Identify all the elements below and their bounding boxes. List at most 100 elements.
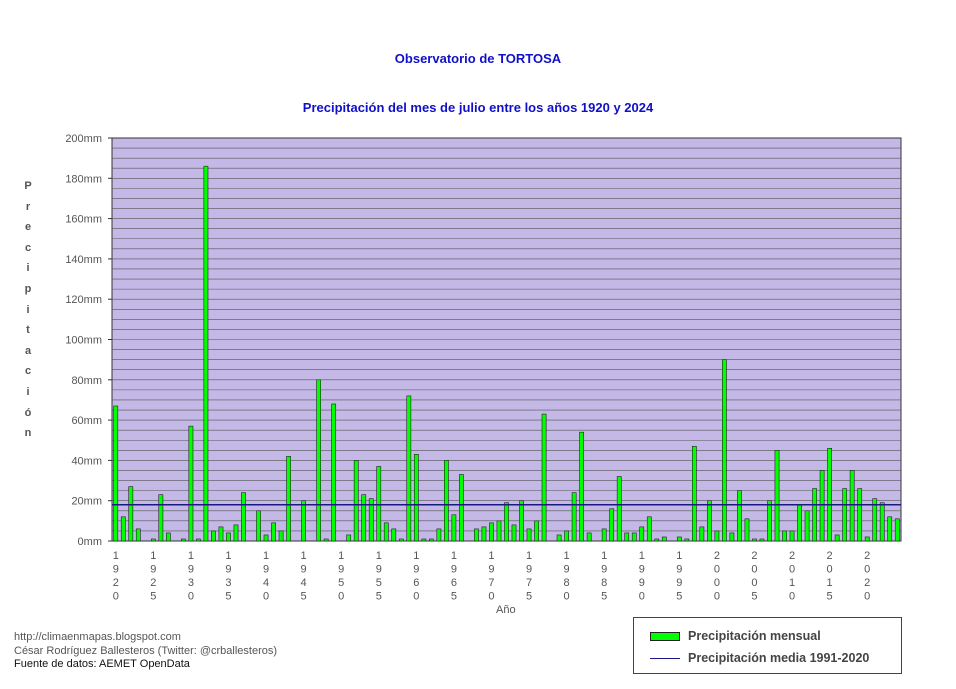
bar (413, 454, 419, 542)
legend-item-monthly: Precipitación mensual (650, 628, 821, 644)
bar (541, 413, 547, 542)
y-tick-label: 160mm (65, 214, 102, 226)
y-tick-label: 140mm (65, 254, 102, 266)
bar (323, 538, 329, 542)
bar (646, 516, 652, 542)
bar (489, 522, 494, 542)
bar (188, 425, 194, 542)
bar (661, 536, 667, 542)
bar (256, 510, 261, 542)
bar (398, 538, 404, 542)
bar (564, 530, 569, 542)
bar (676, 536, 682, 542)
bar (804, 510, 810, 542)
bar (196, 538, 201, 542)
bar (474, 528, 479, 542)
bar (827, 448, 832, 542)
bar (819, 470, 825, 542)
y-tick-label: 180mm (65, 173, 102, 185)
bar (286, 456, 291, 542)
bar (361, 494, 367, 542)
bar (842, 488, 848, 542)
bar (444, 460, 449, 542)
bar (609, 508, 615, 542)
bar (879, 502, 885, 542)
legend-swatch-bar (650, 631, 680, 641)
bar (872, 498, 878, 542)
bar (714, 530, 720, 542)
bar (301, 500, 306, 542)
bar (241, 492, 246, 542)
legend-swatch-line (650, 657, 680, 659)
bar (699, 526, 705, 542)
bar (752, 538, 757, 542)
legend-label-monthly: Precipitación mensual (688, 629, 821, 643)
bar (887, 516, 893, 542)
y-tick-label: 0mm (78, 536, 102, 548)
bar (894, 518, 900, 542)
credits-source: Fuente de datos: AEMET OpenData (14, 658, 190, 670)
bar (383, 522, 389, 542)
bar (707, 500, 712, 542)
bar (744, 518, 750, 542)
bar (331, 403, 337, 542)
bar (519, 500, 524, 542)
bar (759, 538, 765, 542)
bar (571, 492, 577, 542)
bar (203, 165, 209, 542)
legend: Precipitación mensual Precipitación medi… (633, 617, 902, 674)
y-tick-label: 200mm (65, 133, 102, 145)
bar (849, 470, 855, 542)
chart-subtitle: Precipitación del mes de julio entre los… (302, 100, 654, 115)
credits-author: César Rodríguez Ballesteros (Twitter: @c… (14, 644, 278, 657)
bar (729, 532, 735, 542)
credits-blog: http://climaenmapas.blogspot.com (14, 631, 181, 643)
bar (631, 532, 637, 542)
bar (421, 538, 427, 542)
bar (346, 534, 352, 542)
bar (391, 528, 397, 542)
bar (797, 504, 802, 542)
bar (601, 528, 607, 542)
bar (226, 532, 231, 542)
bar (233, 524, 239, 542)
bar (436, 528, 442, 542)
bar (263, 534, 269, 542)
bar (451, 514, 457, 542)
y-tick-label: 80mm (71, 375, 102, 387)
bar (864, 536, 870, 542)
bar (782, 530, 787, 542)
bar (737, 490, 742, 542)
legend-item-mean: Precipitación media 1991-2020 (650, 650, 869, 666)
bar (624, 532, 630, 542)
bar (158, 494, 164, 542)
bar (579, 431, 585, 542)
x-axis-label: Año (496, 604, 516, 616)
bar (767, 500, 772, 542)
bar (857, 488, 863, 542)
bar (511, 524, 517, 542)
bar (616, 476, 622, 542)
bar (376, 466, 382, 542)
bar (181, 538, 186, 542)
bar (459, 474, 464, 542)
chart-title: Observatorio de TORTOSA (394, 51, 562, 66)
y-tick-label: 40mm (71, 455, 102, 467)
credits: http://climaenmapas.blogspot.com César R… (14, 631, 277, 672)
bar (368, 498, 374, 542)
